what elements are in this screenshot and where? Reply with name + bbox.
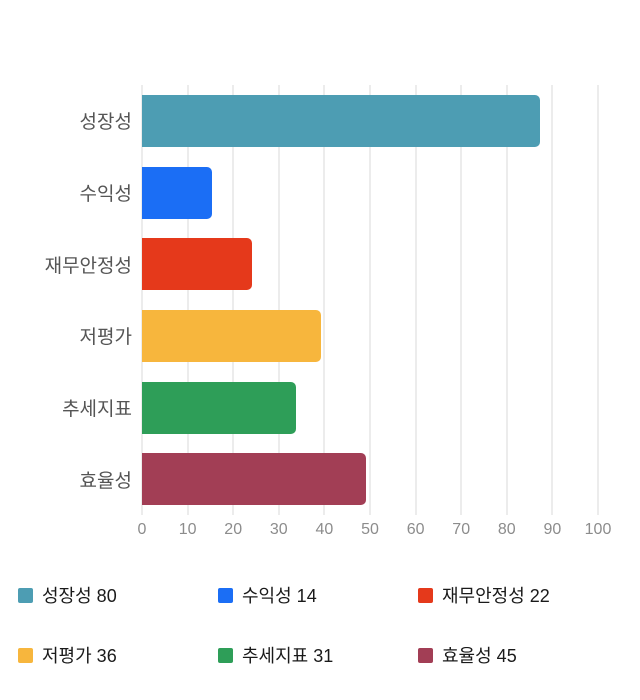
x-axis: 0 10 20 30 40 50 60 70 80 90 100 [138,521,612,545]
legend-label: 성장성 80 [42,586,117,606]
gridline [141,85,143,515]
x-tick-label: 30 [269,521,288,538]
bar-track [142,85,640,157]
gridline [506,85,508,515]
bar-row: 재무안정성 [0,228,640,300]
bar-row: 성장성 [0,85,640,157]
x-tick-label: 20 [224,521,243,538]
bar-수익성 [142,166,212,219]
gridline [597,85,599,515]
legend-label: 추세지표 31 [242,646,334,666]
x-tick-label: 10 [178,521,197,538]
legend-swatch [218,587,233,603]
legend-item: 저평가 36 [18,644,218,666]
legend-label: 효율성 45 [442,646,517,666]
x-tick-label: 80 [497,521,516,538]
category-label: 성장성 [79,112,132,134]
bar-성장성 [142,94,541,147]
bar-row: 효율성 [0,443,640,515]
legend-item: 효율성 45 [418,644,618,666]
gridline [415,85,417,515]
category-label: 재무안정성 [44,255,132,277]
category-label: 효율성 [79,470,132,492]
bar-track [142,372,640,444]
x-tick-label: 100 [584,521,612,538]
x-tick-label: 0 [137,521,147,538]
legend-item: 수익성 14 [218,584,418,606]
bar-row: 수익성 [0,157,640,229]
x-tick-label: 50 [361,521,379,538]
bar-track [142,300,640,372]
legend-label: 저평가 36 [42,646,117,666]
x-tick-label: 90 [543,521,562,538]
gridline [187,85,189,515]
bar-track [142,157,640,229]
bar-저평가 [142,309,322,362]
x-tick-label: 60 [406,521,425,538]
x-tick-label: 70 [452,521,471,538]
bar-row: 추세지표 [0,372,640,444]
bar-재무안정성 [142,238,252,291]
x-tick-label: 40 [315,521,334,538]
bar-track [142,228,640,300]
bar-효율성 [142,453,367,506]
category-label: 수익성 [79,184,132,205]
legend-item: 재무안정성 22 [418,584,618,606]
legend-item: 추세지표 31 [218,644,418,666]
legend-swatch [418,647,433,663]
gridline [460,85,462,515]
legend-swatch [18,587,33,603]
legend-label: 수익성 14 [242,586,317,606]
legend: 성장성 80 수익성 14 재무안정성 22 저평가 36 추세지표 31 효율성 45 [18,584,622,666]
gridline [278,85,280,515]
legend-label: 재무안정성 22 [442,586,550,606]
gridline [323,85,325,515]
bar-row: 저평가 [0,300,640,372]
plot-area [141,85,599,515]
category-label: 추세지표 [62,399,132,421]
gridline [232,85,234,515]
gridline [369,85,371,515]
bar-추세지표 [142,381,297,434]
category-label: 저평가 [79,327,132,349]
legend-swatch [418,587,433,603]
bar-track [142,443,640,515]
gridline [551,85,553,515]
legend-swatch [218,647,233,663]
legend-item: 성장성 80 [18,584,218,606]
legend-swatch [18,647,33,663]
